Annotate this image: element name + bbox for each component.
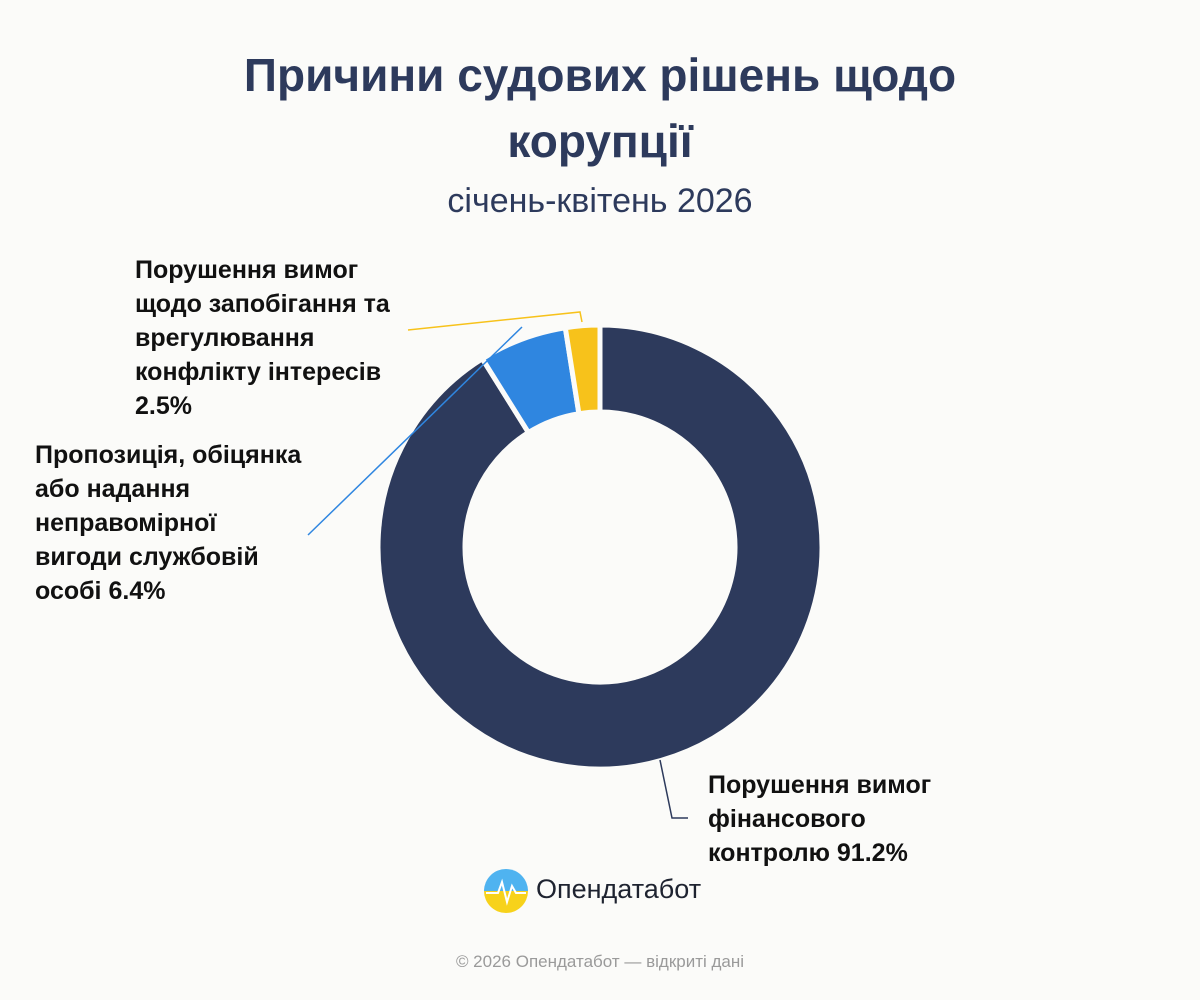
brand: Опендатабот [536,874,702,904]
category-label: Порушення вимог фінансового контролю [708,771,932,867]
category-label: Порушення вимог щодо запобігання та врег… [135,256,390,386]
logo-mark [486,878,526,906]
value-label: 6.4% [108,577,166,605]
leader-line [659,759,688,819]
donut-segment [562,322,603,417]
footer: © 2026 Опендатабот — відкриті дані [455,952,745,971]
logo [484,869,528,913]
slice-label: Пропозиція, обіцянка або надання неправо… [35,438,310,608]
slice-label: Порушення вимог фінансового контролю 91.… [708,768,978,870]
leader-line [307,326,523,536]
category-label: Пропозиція, обіцянка або надання неправо… [35,441,302,605]
slice-label: Порушення вимог щодо запобігання та врег… [135,253,400,423]
chart-subtitle: січень-квітень 2026 [447,182,753,220]
value-label: 91.2% [836,839,908,867]
donut-segment [375,322,825,772]
leader-line [407,311,583,331]
chart-title: Причини судових рішень щодо корупції [243,49,957,167]
value-label: 2.5% [135,392,192,420]
